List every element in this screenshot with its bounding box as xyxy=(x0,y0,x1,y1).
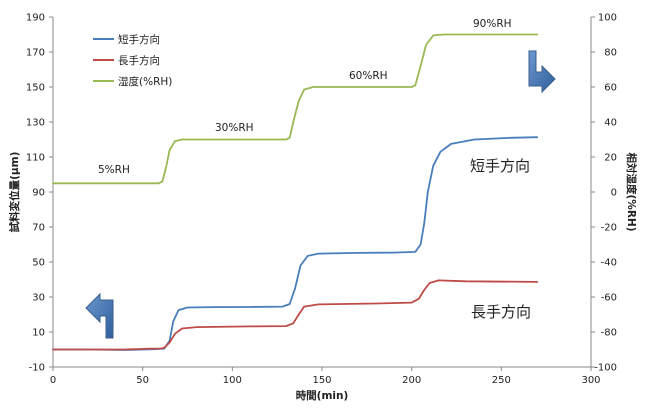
y-left-tick-label: 130 xyxy=(26,118,45,129)
y-right-tick-label: -60 xyxy=(601,293,617,304)
x-tick-label: 100 xyxy=(223,375,242,386)
annotation-rh-5: 5%RH xyxy=(98,164,130,176)
legend-label-short: 短手方向 xyxy=(118,33,160,46)
series-line-long-direction xyxy=(52,279,539,351)
y-right-tick-label: -20 xyxy=(601,223,617,234)
series-line-humidity xyxy=(52,33,539,185)
y-right-tick-label: 80 xyxy=(604,48,617,59)
annotation-rh-30: 30%RH xyxy=(215,122,254,134)
legend-label-humidity: 湿度(%RH) xyxy=(118,75,172,88)
y-left-tick-label: 70 xyxy=(32,223,45,234)
y-right-tick-label: 0 xyxy=(611,188,617,199)
annotation-rh-60: 60%RH xyxy=(349,70,388,82)
x-tick-label: 0 xyxy=(50,375,56,386)
annotation-short-direction: 短手方向 xyxy=(470,157,530,175)
y-right-tick-label: 20 xyxy=(604,153,617,164)
y-left-axis-title: 試料変位量(μm) xyxy=(8,152,21,233)
y-left-tick-label: 110 xyxy=(26,153,45,164)
legend-label-long: 長手方向 xyxy=(118,54,160,67)
y-left-tick-label: 190 xyxy=(26,13,45,24)
y-left-tick-label: 150 xyxy=(26,83,45,94)
x-tick-label: 50 xyxy=(136,375,149,386)
y-left-tick-label: -10 xyxy=(29,363,45,374)
annotation-long-direction: 長手方向 xyxy=(471,303,531,321)
arrow-right-axis-icon xyxy=(528,50,556,94)
y-left-tick-label: 170 xyxy=(26,48,45,59)
y-left-tick-label: 50 xyxy=(32,258,45,269)
x-axis-title: 時間(min) xyxy=(296,389,349,402)
annotation-rh-90: 90%RH xyxy=(473,18,512,30)
y-right-tick-label: -80 xyxy=(601,328,617,339)
x-tick-label: 150 xyxy=(312,375,331,386)
x-tick-label: 250 xyxy=(492,375,511,386)
y-left-tick-label: 10 xyxy=(32,328,45,339)
y-right-tick-label: 60 xyxy=(604,83,617,94)
y-right-tick-label: -100 xyxy=(594,363,617,374)
y-left-tick-label: 90 xyxy=(32,188,45,199)
y-right-tick-label: 100 xyxy=(598,13,617,24)
y-right-tick-label: -40 xyxy=(601,258,617,269)
y-right-tick-label: 40 xyxy=(604,118,617,129)
legend: 短手方向 長手方向 湿度(%RH) xyxy=(93,33,172,88)
x-tick-label: 300 xyxy=(581,375,600,386)
x-tick-label: 200 xyxy=(402,375,421,386)
y-left-tick-label: 30 xyxy=(32,293,45,304)
y-right-axis-title: 相対湿度(%RH) xyxy=(625,153,638,232)
arrow-left-axis-icon xyxy=(85,292,114,339)
